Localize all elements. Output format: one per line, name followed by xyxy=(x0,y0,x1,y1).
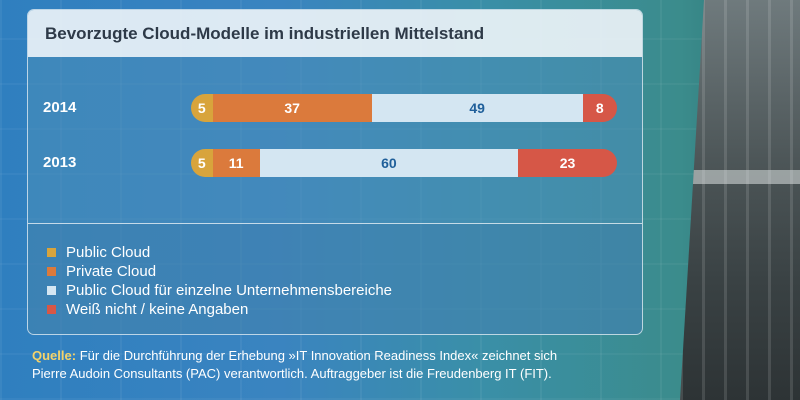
legend-item-2: Private Cloud xyxy=(47,263,156,280)
legend-swatch xyxy=(47,267,56,276)
bar-segment-2013-1: 5 xyxy=(191,149,213,177)
bar-segment-2013-2: 11 xyxy=(212,149,260,177)
chart-legend: Public Cloud Private Cloud Public Cloud fü… xyxy=(28,223,642,334)
legend-item-3: Public Cloud für einzelne Unternehmensbe… xyxy=(47,282,392,299)
chart-panel: Bevorzugte Cloud-Modelle im industrielle… xyxy=(27,9,643,335)
bar-segment-2014-2: 37 xyxy=(212,94,372,122)
legend-item-4: Weiß nicht / keine Angaben xyxy=(47,301,248,318)
legend-label: Weiß nicht / keine Angaben xyxy=(66,301,249,318)
legend-swatch xyxy=(47,286,56,295)
chart-title: Bevorzugte Cloud-Modelle im industrielle… xyxy=(45,23,485,43)
bar-segment-2014-1: 5 xyxy=(191,94,213,122)
bar-segment-2013-4: 23 xyxy=(518,149,617,177)
chart-header: Bevorzugte Cloud-Modelle im industrielle… xyxy=(28,10,642,57)
source-note: Quelle: Für die Durchführung der Erhebun… xyxy=(32,347,752,383)
bar-2013: 5 11 60 23 xyxy=(191,149,617,177)
year-label-2013: 2013 xyxy=(43,154,77,171)
factory-photo xyxy=(680,0,800,400)
bar-segment-2014-4: 8 xyxy=(582,94,617,122)
legend-label: Private Cloud xyxy=(66,263,157,280)
legend-swatch xyxy=(47,305,56,314)
bar-segment-2014-3: 49 xyxy=(371,94,583,122)
source-label: Quelle: xyxy=(32,348,77,363)
source-line-1: Für die Durchführung der Erhebung »IT In… xyxy=(76,348,558,363)
legend-label: Public Cloud für einzelne Unternehmensbe… xyxy=(66,282,393,299)
year-label-2014: 2014 xyxy=(43,99,77,116)
legend-label: Public Cloud xyxy=(66,244,151,261)
bar-segment-2013-3: 60 xyxy=(259,149,518,177)
legend-item-1: Public Cloud xyxy=(47,244,150,261)
bar-2014: 5 37 49 8 xyxy=(191,94,617,122)
legend-swatch xyxy=(47,248,56,257)
source-line-2: Pierre Audoin Consultants (PAC) verantwo… xyxy=(32,366,552,381)
